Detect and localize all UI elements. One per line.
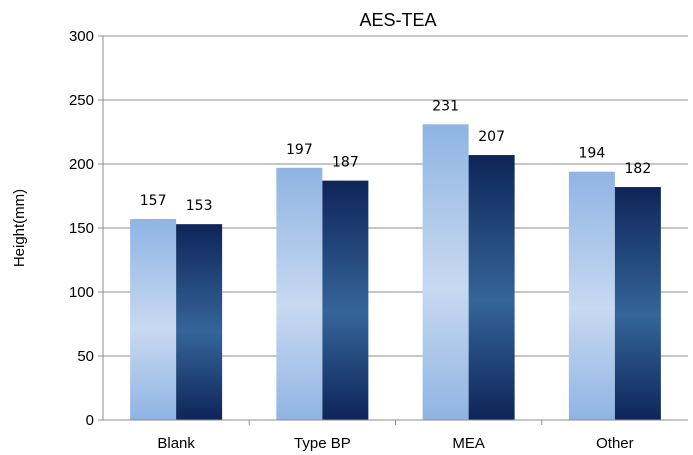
- bar: [276, 167, 323, 420]
- data-label: 197: [286, 142, 313, 158]
- x-tick-label: Other: [596, 435, 634, 452]
- bar: [130, 219, 177, 420]
- chart-title: AES-TEA: [359, 10, 436, 30]
- y-tick-label: 100: [69, 284, 94, 301]
- data-labels: 157 153 197 187 231 207 194 182: [140, 98, 651, 214]
- y-tick-label: 50: [77, 348, 94, 365]
- y-tick-label: 300: [69, 28, 94, 45]
- bars: [130, 124, 661, 421]
- y-axis-label: Height(mm): [11, 189, 28, 267]
- y-tick-label: 0: [86, 412, 94, 429]
- bar: [176, 224, 223, 420]
- bar: [568, 171, 615, 420]
- x-tick-label: Type BP: [294, 435, 351, 452]
- data-label: 182: [625, 161, 652, 177]
- axes: 0 50 100 150 200 250 300 Blank Type BP MEA Other: [69, 28, 688, 452]
- data-label: 187: [332, 155, 359, 171]
- bar: [422, 124, 469, 420]
- x-tick-label: Blank: [157, 435, 195, 452]
- bar: [614, 187, 661, 420]
- y-tick-label: 150: [69, 220, 94, 237]
- bar: [468, 155, 515, 421]
- y-tick-label: 250: [69, 92, 94, 109]
- data-label: 231: [432, 98, 459, 114]
- bar: [322, 180, 369, 420]
- y-tick-label: 200: [69, 156, 94, 173]
- data-label: 207: [478, 129, 505, 145]
- data-label: 153: [186, 198, 213, 214]
- x-tick-label: MEA: [452, 435, 485, 452]
- data-label: 194: [579, 146, 606, 162]
- data-label: 157: [140, 193, 167, 209]
